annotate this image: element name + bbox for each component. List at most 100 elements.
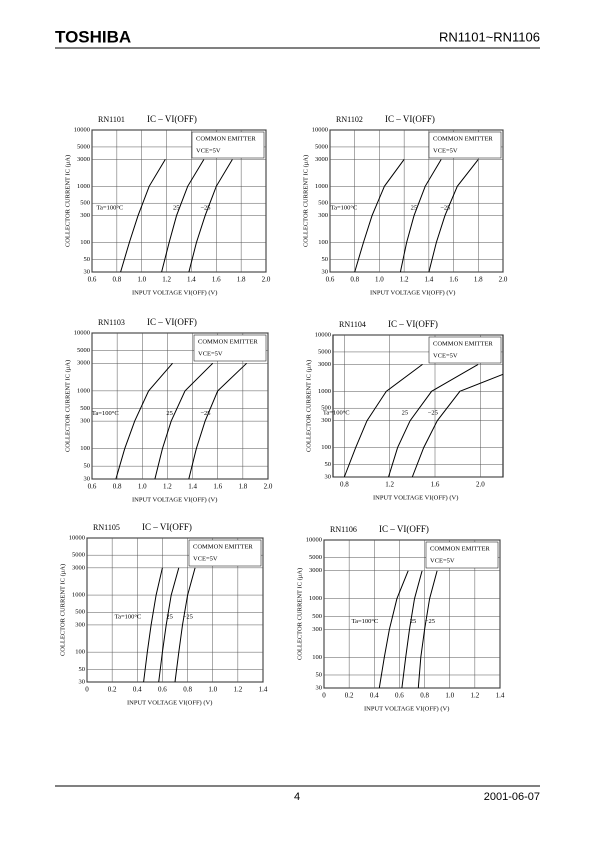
- x-tick-label: 1.4: [188, 483, 197, 491]
- curve: [354, 159, 405, 273]
- y-tick-label: 50: [84, 256, 91, 263]
- curve: [158, 567, 180, 683]
- curve: [388, 363, 479, 478]
- x-axis-label: INPUT VOLTAGE VI(OFF) (V): [132, 496, 217, 503]
- x-tick-label: 0.8: [183, 686, 192, 694]
- x-tick-label: 1.2: [233, 686, 242, 694]
- curve: [378, 570, 409, 689]
- y-tick-label: 3000: [77, 360, 90, 367]
- y-tick-label: 1000: [77, 387, 90, 394]
- curve: [161, 159, 205, 273]
- x-tick-label: 0.4: [133, 686, 142, 694]
- y-tick-label: 10000: [315, 331, 331, 338]
- y-tick-label: 10000: [74, 126, 90, 133]
- series-label: 25: [410, 618, 417, 625]
- x-tick-label: 0.8: [112, 276, 121, 284]
- x-tick-label: 1.2: [162, 276, 171, 284]
- y-axis-label: COLLECTOR CURRENT IC (μA): [302, 155, 309, 247]
- series-label: 25: [402, 410, 409, 417]
- x-axis-label: INPUT VOLTAGE VI(OFF) (V): [373, 494, 458, 501]
- series-label: Ta=100°C: [331, 205, 358, 212]
- y-tick-label: 100: [75, 649, 85, 656]
- y-tick-label: 1000: [309, 595, 322, 602]
- x-tick-label: 0.6: [326, 276, 335, 284]
- x-tick-label: 1.4: [424, 276, 433, 284]
- y-tick-label: 300: [318, 212, 328, 219]
- y-axis-label: COLLECTOR CURRENT IC (μA): [64, 360, 71, 452]
- x-tick-label: 1.4: [259, 686, 268, 694]
- series-label: −25: [425, 618, 435, 625]
- series-label: −25: [440, 205, 450, 212]
- y-tick-label: 1000: [72, 592, 85, 599]
- curve: [401, 570, 423, 689]
- chart-title: IC – VI(OFF): [385, 114, 435, 124]
- y-axis-label: COLLECTOR CURRENT IC (μA): [59, 564, 66, 656]
- y-tick-label: 3000: [72, 564, 85, 571]
- y-tick-label: 30: [79, 678, 86, 685]
- y-tick-label: 300: [312, 626, 322, 633]
- y-tick-label: 10000: [312, 126, 328, 133]
- x-tick-label: 1.2: [385, 481, 394, 489]
- y-tick-label: 10000: [74, 329, 90, 336]
- x-tick-label: 0.2: [108, 686, 117, 694]
- annotation: VCE=5V: [433, 147, 458, 154]
- annotation: VCE=5V: [430, 557, 455, 564]
- x-tick-label: 2.0: [499, 276, 508, 284]
- curve: [120, 159, 166, 273]
- date: 2001-06-07: [484, 791, 540, 803]
- x-tick-label: 0: [85, 686, 89, 694]
- x-tick-label: 0.6: [395, 692, 404, 700]
- curve: [115, 362, 173, 480]
- curve: [188, 159, 233, 273]
- y-tick-label: 300: [80, 418, 90, 425]
- x-tick-label: 2.0: [264, 483, 273, 491]
- annotation: VCE=5V: [193, 555, 218, 562]
- curve: [174, 567, 196, 683]
- x-tick-label: 1.8: [237, 276, 246, 284]
- curve: [343, 363, 423, 478]
- x-tick-label: 0.4: [370, 692, 379, 700]
- y-tick-label: 1000: [315, 183, 328, 190]
- curve: [188, 362, 247, 480]
- x-tick-label: 0.8: [340, 481, 349, 489]
- x-tick-label: 0.6: [158, 686, 167, 694]
- curve: [143, 567, 163, 683]
- y-tick-label: 30: [84, 475, 91, 482]
- logo: TOSHIBA: [55, 27, 131, 46]
- series-label: Ta=100°C: [97, 205, 124, 212]
- y-tick-label: 100: [318, 239, 328, 246]
- x-tick-label: 1.6: [449, 276, 458, 284]
- annotation: COMMON EMITTER: [193, 543, 253, 550]
- annotation: COMMON EMITTER: [430, 545, 490, 552]
- x-axis-label: INPUT VOLTAGE VI(OFF) (V): [132, 289, 217, 296]
- x-tick-label: 0.8: [420, 692, 429, 700]
- x-tick-label: 0.6: [88, 483, 97, 491]
- doc-title: RN1101~RN1106: [439, 29, 540, 44]
- series-label: −25: [183, 614, 193, 621]
- x-tick-label: 1.6: [431, 481, 440, 489]
- series-label: 25: [166, 614, 173, 621]
- x-tick-label: 1.0: [375, 276, 384, 284]
- x-tick-label: 1.0: [138, 483, 147, 491]
- y-tick-label: 500: [321, 405, 331, 412]
- page-number: 4: [294, 791, 300, 803]
- x-tick-label: 1.6: [213, 483, 222, 491]
- annotation-box: [428, 131, 502, 159]
- chart-model: RN1102: [336, 115, 363, 124]
- y-tick-label: 5000: [315, 143, 328, 150]
- y-tick-label: 500: [80, 405, 90, 412]
- x-tick-label: 0.6: [88, 276, 97, 284]
- y-tick-label: 50: [325, 461, 332, 468]
- curve: [399, 159, 442, 273]
- y-tick-label: 500: [312, 613, 322, 620]
- chart-title: IC – VI(OFF): [388, 319, 438, 329]
- chart-model: RN1105: [93, 523, 120, 532]
- curve: [154, 362, 214, 480]
- y-tick-label: 30: [325, 473, 332, 480]
- y-tick-label: 500: [80, 200, 90, 207]
- annotation-box: [191, 131, 265, 159]
- x-tick-label: 0.8: [350, 276, 359, 284]
- y-tick-label: 5000: [77, 347, 90, 354]
- series-label: Ta=100°C: [352, 618, 379, 625]
- series-label: 25: [166, 410, 173, 417]
